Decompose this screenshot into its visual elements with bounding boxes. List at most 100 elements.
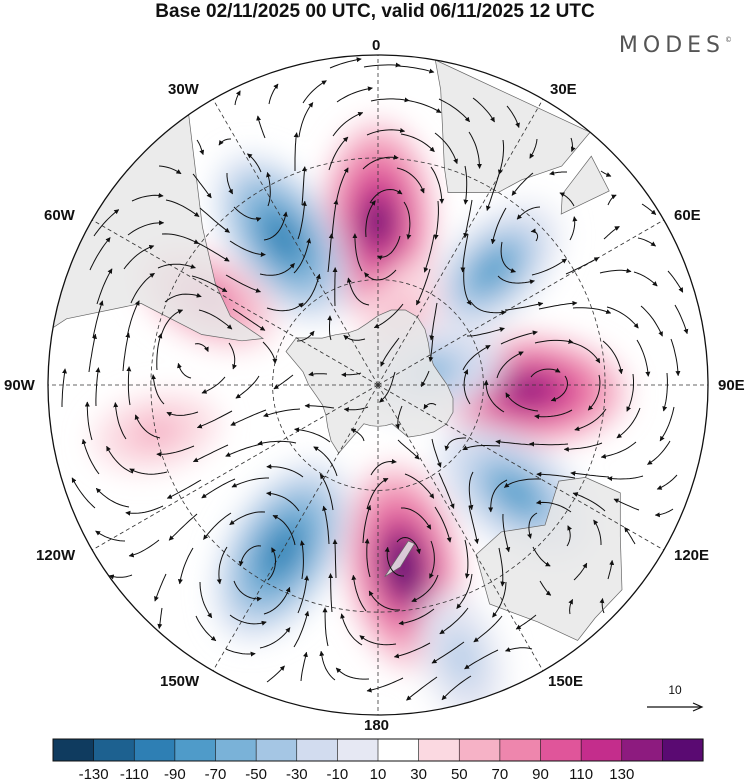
streamline [313, 446, 338, 477]
streamline [352, 233, 363, 272]
streamline [266, 172, 271, 207]
streamline [226, 173, 234, 195]
streamline [404, 473, 435, 499]
streamline [364, 269, 397, 281]
colorbar-frame [52, 738, 704, 762]
streamline [496, 351, 524, 379]
streamline [460, 233, 469, 273]
streamline [218, 138, 231, 146]
streamline [134, 414, 161, 439]
streamline [266, 491, 300, 512]
streamline [332, 111, 364, 137]
longitude-label-0: 0 [372, 37, 381, 54]
streamline [259, 627, 291, 649]
streamline [328, 573, 334, 613]
streamline [369, 188, 403, 204]
streamline [534, 409, 573, 420]
streamline [538, 300, 578, 310]
streamline [463, 165, 469, 205]
streamline [500, 330, 538, 345]
streamline [566, 525, 572, 547]
streamline [156, 445, 195, 457]
streamline [599, 598, 605, 614]
colorbar-tick-label: -130 [78, 766, 109, 783]
streamline [196, 139, 205, 156]
streamline [93, 209, 120, 237]
meridian-line [377, 99, 544, 386]
streamline [293, 238, 312, 274]
streamline [516, 206, 541, 220]
colorbar-tick-label: 70 [491, 766, 509, 783]
streamline [647, 440, 671, 465]
streamline [536, 499, 572, 513]
streamline [396, 536, 421, 555]
streamline [393, 642, 431, 659]
streamline [370, 459, 397, 476]
streamline [195, 615, 217, 642]
streamline [322, 505, 330, 545]
streamline [536, 471, 576, 479]
colorbar-tick-label: 90 [532, 766, 549, 783]
meridian-line [377, 384, 664, 551]
streamline [429, 302, 438, 341]
streamline [431, 438, 442, 468]
streamline [572, 492, 606, 512]
streamline [423, 234, 435, 273]
streamline [89, 237, 111, 271]
streamline [268, 83, 279, 105]
streamline [473, 615, 503, 643]
colorbar-tick-label: 10 [369, 766, 387, 783]
streamline [230, 409, 267, 426]
streamline [229, 240, 266, 257]
streamline [613, 498, 640, 511]
streamline [331, 199, 339, 239]
streamline [497, 275, 535, 285]
streamline [335, 167, 349, 205]
colorbar-bin [215, 738, 257, 762]
streamline [366, 128, 406, 136]
streamline [293, 610, 310, 648]
anomaly-center [416, 589, 507, 715]
streamline [368, 590, 400, 611]
streamline [128, 539, 160, 558]
streamline [256, 115, 266, 139]
streamline [300, 651, 308, 682]
streamline [600, 170, 612, 177]
colorbar-bin [418, 738, 460, 762]
streamline [192, 173, 212, 199]
streamline [574, 408, 607, 432]
streamline [463, 369, 471, 405]
streamline [108, 574, 133, 580]
meridian-line [212, 99, 379, 386]
brand-name: MODES [618, 33, 725, 58]
streamline [641, 203, 657, 215]
streamline [225, 274, 261, 293]
meridian-line [377, 384, 544, 671]
streamline [191, 275, 228, 293]
streamline [225, 443, 263, 457]
streamline [301, 166, 307, 206]
streamline [626, 373, 634, 412]
colorbar-tick-label: -10 [326, 766, 349, 783]
streamline [263, 211, 288, 241]
streamline [329, 57, 362, 69]
streamline [272, 515, 296, 546]
streamline [229, 614, 267, 626]
streamline [359, 635, 397, 646]
streamline [225, 648, 256, 657]
streamline [160, 309, 184, 337]
streamline [233, 580, 262, 602]
streamline [336, 86, 373, 103]
streamline [370, 97, 410, 103]
streamline [404, 99, 442, 114]
streamline [88, 333, 97, 373]
streamline [95, 530, 126, 542]
streamline [637, 237, 657, 247]
streamline [384, 546, 405, 577]
streamline [362, 504, 372, 544]
streamline [659, 406, 675, 442]
streamline [439, 607, 469, 635]
streamline [593, 519, 602, 545]
colorbar-bin [296, 738, 338, 762]
reference-vector-label: 10 [668, 683, 682, 697]
